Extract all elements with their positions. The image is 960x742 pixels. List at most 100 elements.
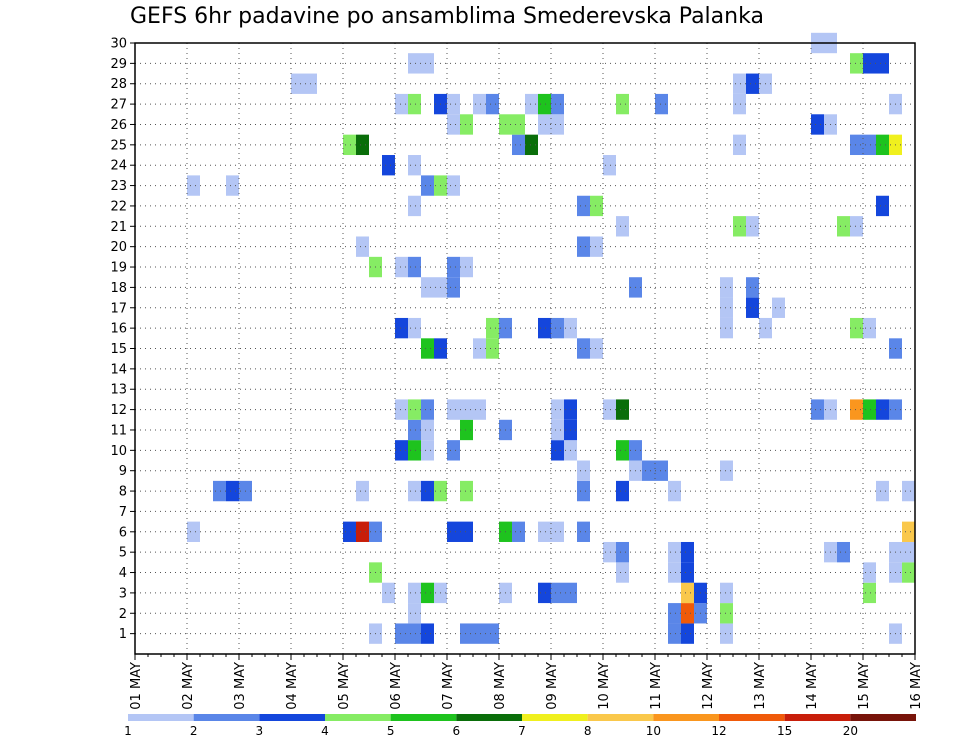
colorbar-swatch: [456, 714, 522, 721]
y-tick-label: 20: [110, 240, 127, 255]
heatmap-cell: [733, 93, 746, 115]
heatmap-cell: [720, 277, 733, 298]
heatmap-cell: [538, 317, 551, 339]
colorbar: 1 2 3 4 5 6 7 8 10 12 15 20: [124, 714, 916, 738]
y-tick-label: 24: [110, 159, 127, 174]
heatmap-cell: [876, 480, 889, 502]
colorbar-label: 10: [646, 724, 661, 738]
heatmap-cell: [421, 338, 434, 359]
heatmap-cell: [603, 155, 616, 176]
heatmap-cell: [551, 93, 564, 115]
heatmap-cell: [720, 460, 733, 481]
y-tick-label: 22: [110, 199, 127, 214]
heatmap-cell: [616, 440, 629, 461]
heatmap-cell: [668, 562, 681, 583]
heatmap-cell: [720, 623, 733, 644]
heatmap-cell: [902, 562, 915, 583]
colorbar-swatch: [193, 714, 260, 721]
y-tick-label: 8: [119, 485, 127, 500]
heatmap-cell: [577, 236, 590, 257]
heatmap-cell: [863, 562, 876, 583]
y-tick-label: 4: [119, 566, 127, 581]
heatmap-cell: [863, 53, 876, 74]
y-tick-label: 29: [110, 57, 127, 72]
colorbar-label: 6: [453, 724, 461, 738]
heatmap-cell: [421, 277, 434, 298]
heatmap-cell: [733, 134, 746, 156]
y-tick-label: 16: [110, 322, 127, 337]
heatmap-cell: [681, 603, 694, 624]
x-tick-label: 03 MAY: [233, 662, 248, 710]
colorbar-swatch: [587, 714, 654, 721]
heatmap-cell: [551, 521, 564, 542]
heatmap-cell: [408, 195, 421, 217]
heatmap-cell: [382, 582, 395, 604]
heatmap-cell: [408, 603, 421, 624]
heatmap-cell: [616, 562, 629, 583]
colorbar-label: 4: [321, 724, 329, 738]
heatmap-cell: [590, 195, 603, 217]
y-tick-label: 1: [119, 627, 127, 642]
y-tick-label: 9: [119, 464, 127, 479]
heatmap-cell: [343, 134, 356, 156]
heatmap-cell: [473, 93, 486, 115]
heatmap-cell: [681, 562, 694, 583]
y-tick-label: 2: [119, 607, 127, 622]
heatmap-cell: [876, 53, 889, 74]
colorbar-label: 2: [190, 724, 198, 738]
colorbar-swatch: [325, 714, 391, 721]
heatmap-cell: [668, 623, 681, 644]
heatmap-cell: [525, 134, 538, 156]
heatmap-cell: [616, 93, 629, 115]
heatmap-cell: [512, 114, 525, 135]
x-tick-label: 14 MAY: [805, 662, 820, 710]
colorbar-label: 12: [711, 724, 726, 738]
heatmap-cell: [642, 460, 655, 481]
grid-lines: [135, 43, 915, 654]
colorbar-swatch: [390, 714, 457, 721]
heatmap-cell: [447, 399, 460, 420]
heatmap-cell: [395, 623, 408, 644]
heatmap-cell: [460, 521, 473, 542]
y-tick-label: 12: [110, 403, 127, 418]
chart-title: GEFS 6hr padavine po ansamblima Smederev…: [130, 4, 764, 29]
heatmap-cell: [538, 521, 551, 542]
heatmap-cell: [720, 582, 733, 604]
heatmap-cell: [408, 256, 421, 278]
heatmap-cell: [538, 582, 551, 604]
heatmap-cell: [902, 480, 915, 502]
heatmap-cell: [395, 440, 408, 461]
heatmap-cell: [473, 623, 486, 644]
heatmap-cell: [616, 541, 629, 563]
heatmap-cell: [746, 277, 759, 298]
heatmap-cell: [837, 541, 850, 563]
x-tick-label: 11 MAY: [649, 662, 664, 710]
heatmap-cell: [408, 582, 421, 604]
heatmap-cell: [408, 317, 421, 339]
heatmap-cell: [577, 480, 590, 502]
heatmap-cell: [850, 53, 863, 74]
heatmap-cell: [551, 317, 564, 339]
heatmap-cell: [863, 317, 876, 339]
heatmap-cell: [460, 419, 473, 441]
heatmap-cell: [408, 53, 421, 74]
x-tick-label: 10 MAY: [597, 662, 612, 710]
heatmap-cell: [746, 216, 759, 237]
heatmap-cell: [447, 521, 460, 542]
heatmap-cell: [850, 399, 863, 420]
heatmap-cell: [447, 256, 460, 278]
y-tick-label: 27: [110, 98, 127, 113]
heatmap-cell: [343, 521, 356, 542]
heatmap-cell: [226, 175, 239, 196]
x-tick-label: 05 MAY: [337, 662, 352, 710]
heatmap-cell: [616, 480, 629, 502]
heatmap-cell: [356, 236, 369, 257]
y-tick-label: 28: [110, 77, 127, 92]
colorbar-swatch: [128, 714, 194, 721]
heatmap-cell: [395, 399, 408, 420]
heatmap-cell: [668, 603, 681, 624]
x-tick-label: 08 MAY: [493, 662, 508, 710]
y-tick-label: 19: [110, 261, 127, 276]
heatmap-cell: [876, 399, 889, 420]
